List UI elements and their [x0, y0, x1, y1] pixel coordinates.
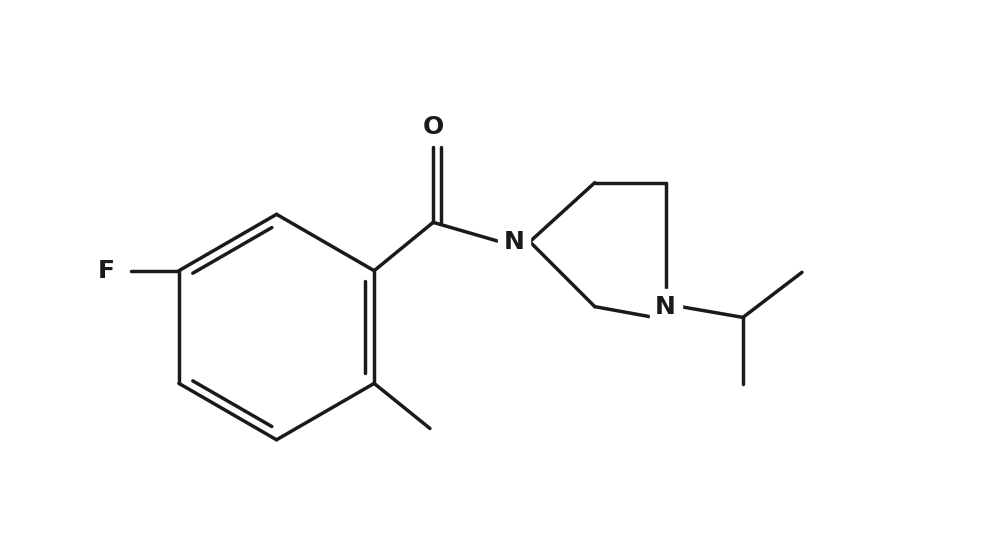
- Text: N: N: [503, 230, 524, 254]
- Text: N: N: [655, 295, 675, 318]
- Text: O: O: [422, 115, 443, 139]
- Text: F: F: [97, 259, 114, 282]
